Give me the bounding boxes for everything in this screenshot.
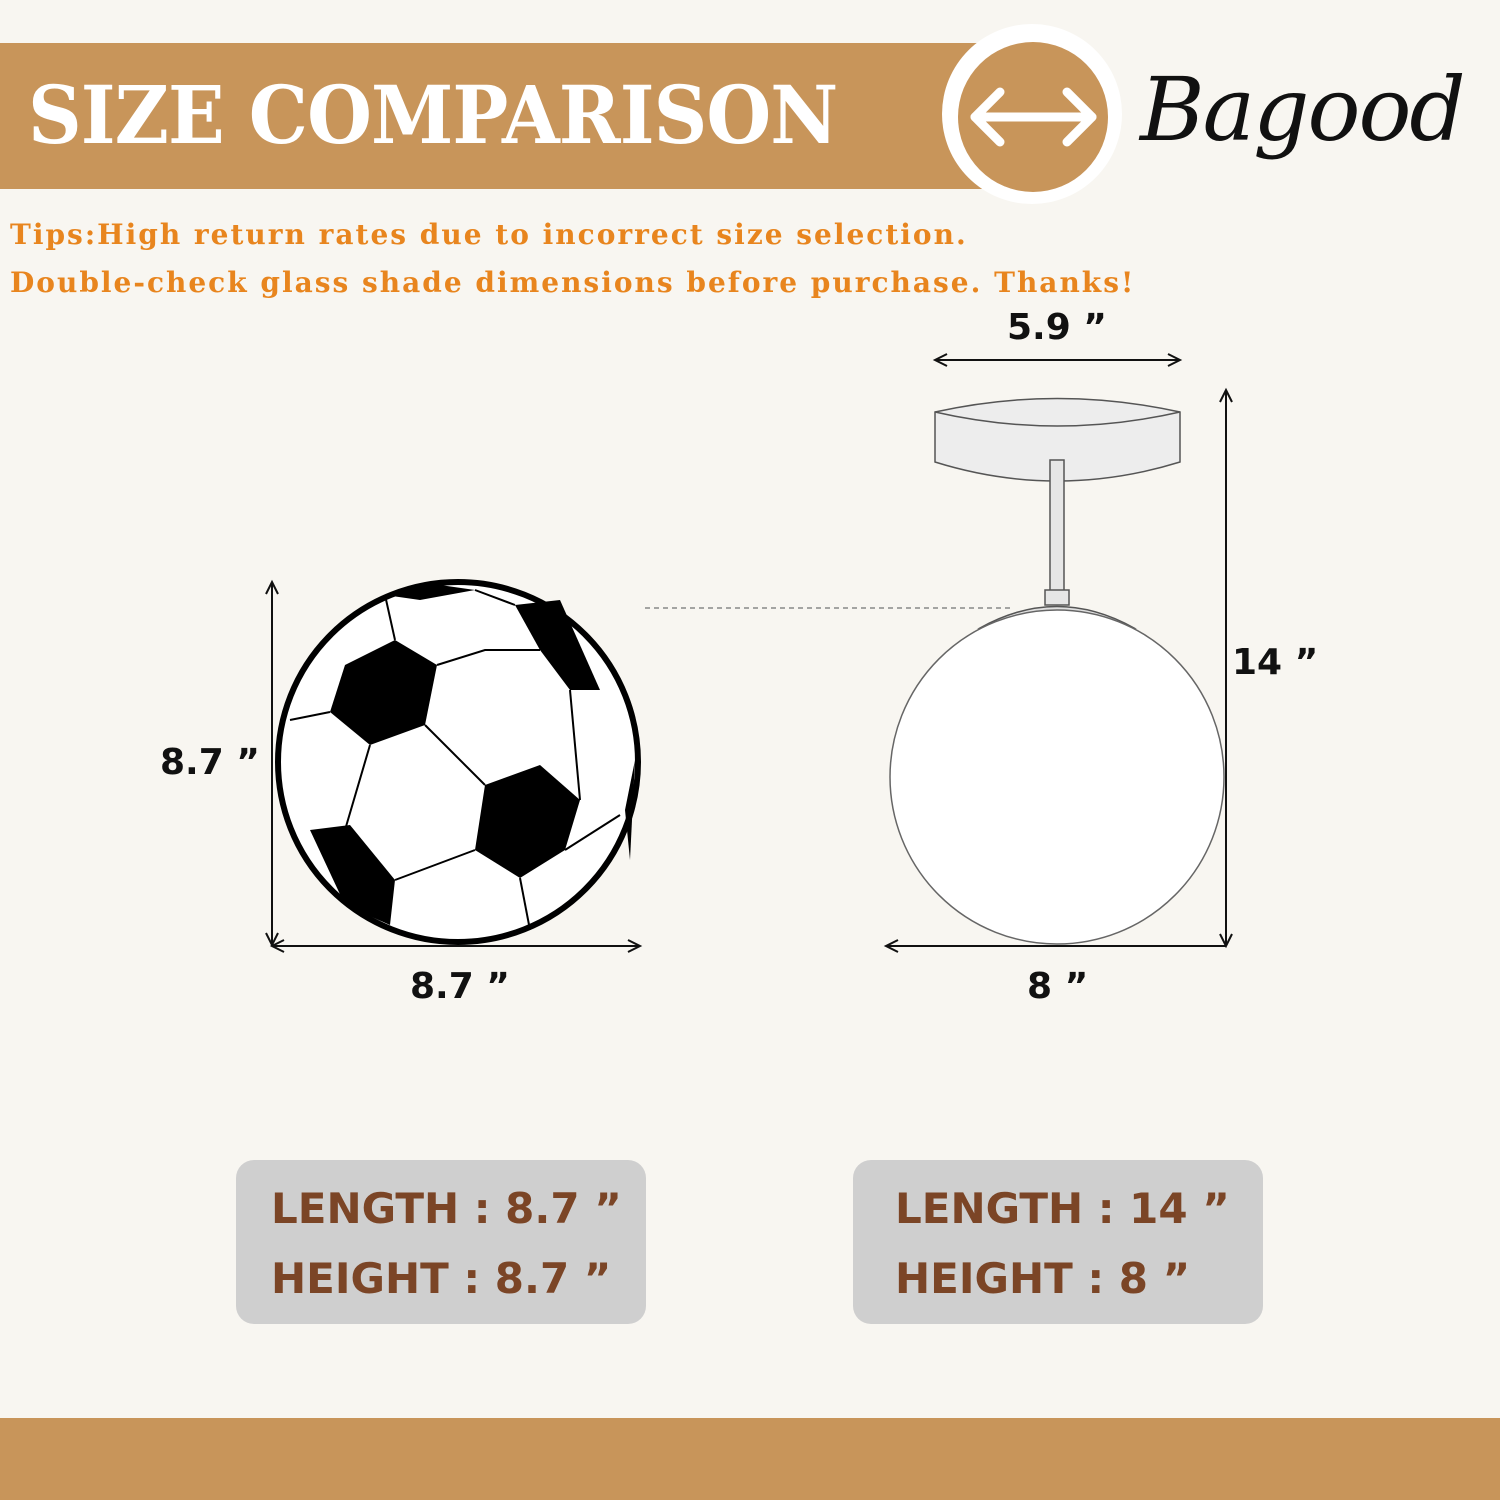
header-banner (0, 43, 1010, 189)
lamp-width-label: 8 ” (1027, 966, 1089, 1007)
tips-line-2: Double-check glass shade dimensions befo… (10, 266, 1136, 299)
lamp-height-spec: HEIGHT : 8 ” (895, 1254, 1191, 1303)
ball-width-label: 8.7 ” (410, 966, 510, 1007)
lamp-canopy-label: 5.9 ” (1007, 307, 1107, 348)
footer-banner (0, 1418, 1500, 1500)
ball-dimension-arrows (265, 579, 643, 953)
pendant-lamp-image (889, 397, 1225, 945)
brand-logo: Bagood (1140, 58, 1466, 161)
lamp-height-label: 14 ” (1232, 642, 1319, 683)
ball-length-spec: LENGTH : 8.7 ” (271, 1184, 622, 1233)
tips-line-1: Tips:High return rates due to incorrect … (10, 218, 968, 251)
lamp-length-spec: LENGTH : 14 ” (895, 1184, 1230, 1233)
ball-spec-box: LENGTH : 8.7 ” HEIGHT : 8.7 ” (236, 1160, 646, 1324)
soccer-ball-image (275, 579, 641, 945)
lamp-dimension-arrows (883, 353, 1233, 953)
left-right-arrow-icon (970, 87, 1097, 147)
ball-height-label: 8.7 ” (160, 742, 260, 783)
page-title: SIZE COMPARISON (28, 68, 838, 162)
ball-height-spec: HEIGHT : 8.7 ” (271, 1254, 612, 1303)
lamp-spec-box: LENGTH : 14 ” HEIGHT : 8 ” (853, 1160, 1263, 1324)
